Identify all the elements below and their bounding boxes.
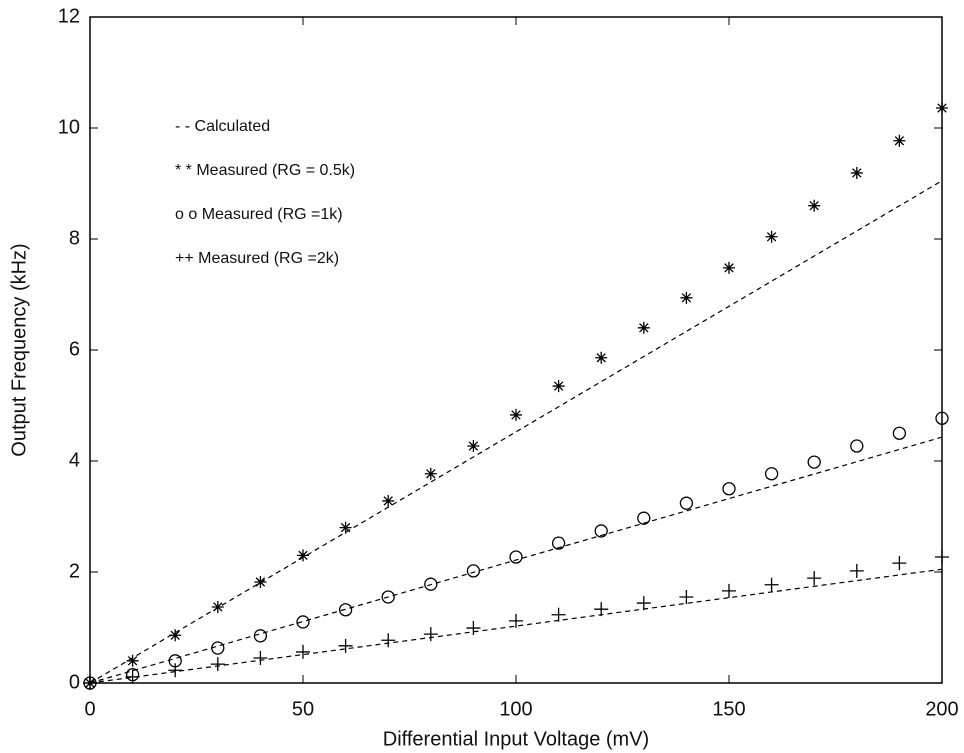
- data-point: [594, 524, 608, 538]
- data-point: [125, 669, 140, 684]
- data-point: [83, 676, 97, 690]
- data-point: [381, 590, 395, 604]
- y-tick-label: 10: [58, 116, 80, 138]
- data-point: [722, 482, 736, 496]
- data-point: [637, 321, 650, 334]
- data-point: [169, 629, 182, 642]
- x-axis-label: Differential Input Voltage (mV): [383, 728, 649, 750]
- data-point: [211, 600, 224, 613]
- data-point: [764, 467, 779, 481]
- data-point: [552, 380, 565, 393]
- data-point: [849, 563, 864, 578]
- data-point: [467, 440, 480, 453]
- x-tick-label: 50: [292, 698, 314, 720]
- data-point: [424, 467, 437, 480]
- data-point: [594, 602, 609, 617]
- data-point: [722, 583, 736, 598]
- data-point: [807, 571, 822, 586]
- data-point: [551, 536, 566, 550]
- data-point: [892, 556, 907, 571]
- data-point: [850, 439, 864, 453]
- data-point: [168, 663, 183, 678]
- legend-entry: o o Measured (RG =1k): [175, 206, 343, 223]
- data-point: [679, 496, 694, 510]
- x-tick-label: 150: [712, 698, 745, 720]
- x-tick-label: 200: [925, 698, 958, 720]
- data-point: [339, 521, 352, 534]
- data-point: [936, 102, 948, 115]
- data-point: [466, 564, 481, 578]
- data-point: [381, 633, 396, 648]
- data-point: [892, 426, 907, 440]
- data-point: [595, 351, 608, 364]
- y-tick-label: 2: [69, 560, 80, 582]
- data-point: [850, 166, 863, 179]
- data-point: [211, 641, 225, 655]
- data-point: [382, 494, 395, 507]
- y-axis-label: Output Frequency (kHz): [8, 243, 30, 456]
- calculated-line: [89, 436, 943, 684]
- data-point: [466, 621, 481, 636]
- data-point: [423, 627, 438, 642]
- data-point: [808, 199, 821, 212]
- data-point: [679, 589, 694, 604]
- y-tick-label: 12: [58, 5, 80, 27]
- data-point: [510, 408, 522, 421]
- y-tick-label: 0: [69, 671, 80, 693]
- x-tick-label: 100: [499, 698, 532, 720]
- data-point: [296, 615, 310, 629]
- data-point: [297, 549, 309, 562]
- data-point: [680, 291, 693, 304]
- data-point: [723, 261, 735, 274]
- data-point: [935, 550, 949, 565]
- data-point: [765, 230, 778, 243]
- data-point: [254, 575, 267, 588]
- calculated-line: [89, 180, 943, 684]
- data-point: [893, 134, 906, 147]
- data-point: [338, 603, 353, 617]
- data-point: [210, 657, 225, 672]
- data-point: [338, 638, 353, 653]
- y-tick-label: 4: [69, 449, 80, 471]
- legend-entry: ++ Measured (RG =2k): [175, 250, 339, 267]
- legend-entry: * * Measured (RG = 0.5k): [175, 162, 355, 179]
- data-point: [636, 596, 651, 611]
- data-point: [637, 511, 651, 525]
- y-tick-label: 6: [69, 338, 80, 360]
- data-point: [551, 607, 566, 622]
- data-point: [764, 577, 779, 592]
- data-point: [807, 455, 821, 469]
- y-tick-label: 8: [69, 227, 80, 249]
- data-point: [253, 651, 268, 666]
- legend-entry: - - Calculated: [175, 118, 270, 135]
- data-point: [253, 629, 268, 643]
- data-point: [296, 644, 310, 659]
- data-point: [126, 654, 139, 667]
- data-point: [935, 411, 949, 425]
- data-point: [509, 550, 523, 564]
- data-point: [509, 613, 523, 628]
- x-tick-label: 0: [84, 698, 95, 720]
- data-point: [424, 577, 438, 591]
